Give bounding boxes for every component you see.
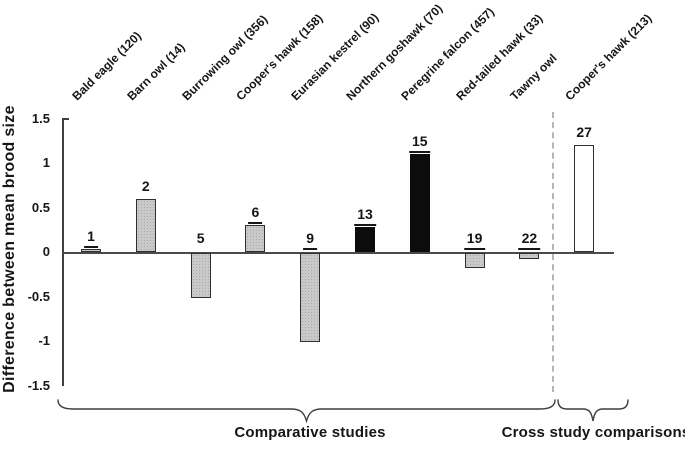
zero-baseline [62,252,614,254]
bar-barn-owl-14 [135,198,156,252]
bar-bald-eagle-120 [81,249,101,252]
y-axis-tick-1.5 [62,118,69,120]
bar-cooper-s-hawk-213 [574,145,595,252]
y-tick-label-1: 1 [42,155,50,170]
y-tick-label--0.5: -0.5 [27,288,50,304]
cross-study-brace [557,399,629,422]
study-number-barn-owl-14: 2 [141,177,150,194]
y-tick-label-0.5: 0.5 [31,199,50,215]
bar-tawny-owl [519,253,540,260]
category-label-cooper-s-hawk-213: Cooper's hawk (213) [562,11,655,104]
group-label-cross-study-comparisons: Cross study comparisons [501,424,685,441]
y-tick-label-1.5: 1.5 [31,110,50,126]
cross-study-divider-line [552,112,554,392]
bar-northern-goshawk-70 [355,227,375,252]
bar-red-tailed-hawk-33 [464,253,485,269]
study-number-eurasian-kestrel-90: 9 [303,230,318,250]
category-label-northern-goshawk-70: Northern goshawk (70) [343,1,446,104]
y-tick-label-0: 0 [42,244,50,259]
category-label-peregrine-falcon-457: Peregrine falcon (457) [398,4,497,104]
bar-burrowing-owl-356 [190,253,211,298]
study-number-peregrine-falcon-457: 15 [409,133,431,154]
y-tick-label--1: -1 [38,333,50,348]
category-label-tawny-owl: Tawny owl [507,51,560,104]
study-number-tawny-owl: 22 [518,230,541,250]
study-number-burrowing-owl-356: 5 [196,230,205,246]
study-number-red-tailed-hawk-33: 19 [463,230,486,250]
bar-peregrine-falcon-457 [409,154,430,252]
group-label-comparative-studies: Comparative studies [234,424,386,441]
study-number-cooper-s-hawk-158: 6 [248,204,263,225]
group-braces [57,399,629,424]
study-number-northern-goshawk-70: 13 [354,206,376,227]
y-tick-label--1.5: -1.5 [27,377,50,393]
study-number-cooper-s-hawk-213: 27 [576,124,592,141]
bar-eurasian-kestrel-90 [300,253,321,342]
comparative-studies-brace [57,399,556,424]
study-number-bald-eagle-120: 1 [84,228,98,249]
bar-cooper-s-hawk-158 [245,225,266,252]
